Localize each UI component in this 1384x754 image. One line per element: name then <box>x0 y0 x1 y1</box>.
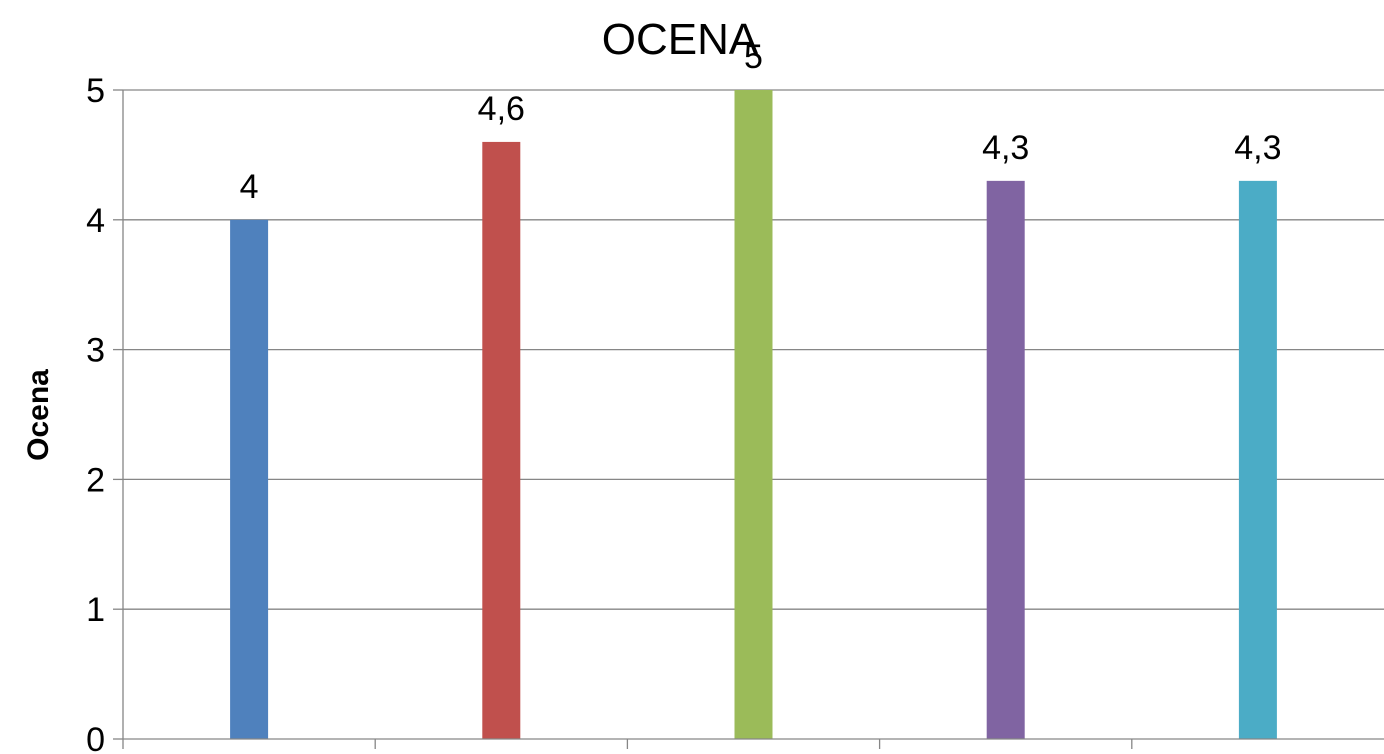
y-tick-label: 0 <box>86 721 105 754</box>
chart-title: OCENA <box>602 15 759 64</box>
bar <box>1238 180 1277 740</box>
data-label: 4,6 <box>478 90 525 128</box>
y-tick-label: 1 <box>86 591 105 629</box>
y-tick-label: 5 <box>86 72 105 110</box>
axes <box>113 89 1384 749</box>
y-tick-label: 3 <box>86 332 105 370</box>
data-label: 4 <box>240 168 259 206</box>
bar <box>482 141 521 740</box>
data-labels: 4 4,6 5 4,3 4,3 <box>240 38 1282 206</box>
y-axis-tick-labels: 0 1 2 3 4 5 <box>86 72 105 754</box>
y-axis-title: Ocena <box>22 369 55 461</box>
data-label: 5 <box>744 38 763 76</box>
bar <box>230 219 269 740</box>
bars <box>230 90 1277 740</box>
y-tick-label: 2 <box>86 461 105 499</box>
bar <box>734 90 773 739</box>
y-tick-label: 4 <box>86 202 105 240</box>
data-label: 4,3 <box>982 129 1029 167</box>
bar <box>986 180 1025 740</box>
data-label: 4,3 <box>1234 129 1281 167</box>
